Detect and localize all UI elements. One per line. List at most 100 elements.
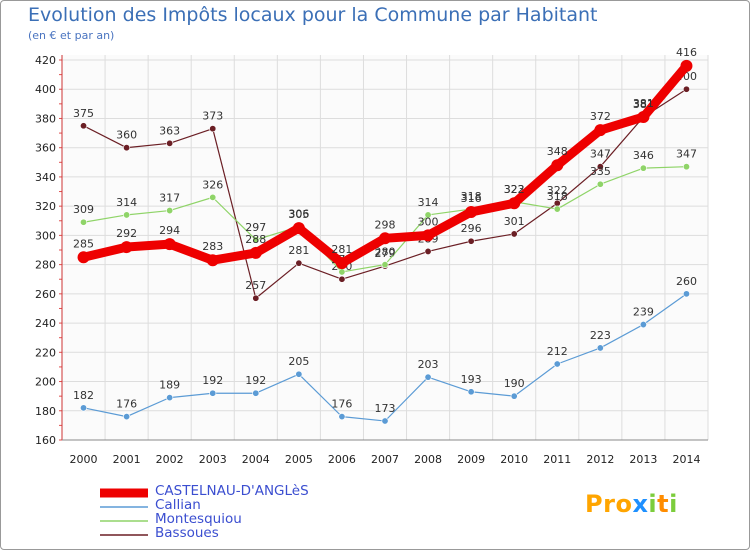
point-montesquiou — [682, 163, 690, 171]
point-callian — [596, 344, 604, 352]
logo-letter: x — [632, 490, 649, 518]
data-label-callian: 192 — [245, 374, 266, 387]
data-label-montesquiou: 280 — [375, 246, 396, 259]
data-label-montesquiou: 306 — [288, 208, 309, 221]
legend-label-montesquiou: Montesquiou — [155, 511, 242, 527]
point-callian — [424, 373, 432, 381]
data-label-callian: 223 — [590, 329, 611, 342]
x-tick-label: 2011 — [543, 453, 571, 466]
data-label-callian: 176 — [116, 398, 137, 411]
data-label-callian: 193 — [461, 373, 482, 386]
data-label-callian: 260 — [676, 275, 697, 288]
x-tick-label: 2001 — [113, 453, 141, 466]
data-label-callian: 203 — [418, 358, 439, 371]
data-label-montesquiou: 323 — [504, 183, 525, 196]
point-castelnau-d-angl-s — [680, 59, 693, 72]
x-tick-label: 2003 — [199, 453, 227, 466]
data-label-castelnau-d-angl-s: 288 — [245, 233, 266, 246]
point-bassoues — [166, 139, 174, 147]
point-castelnau-d-angl-s — [77, 251, 90, 264]
point-montesquiou — [639, 164, 647, 172]
data-label-bassoues: 373 — [202, 110, 223, 123]
data-label-bassoues: 363 — [159, 124, 180, 137]
point-bassoues — [80, 122, 88, 130]
data-label-castelnau-d-angl-s: 381 — [633, 97, 654, 110]
data-label-castelnau-d-angl-s: 285 — [73, 237, 94, 250]
point-montesquiou — [252, 236, 260, 244]
chart-subtitle: (en € et par an) — [28, 29, 115, 42]
point-callian — [682, 290, 690, 298]
x-tick-label: 2014 — [672, 453, 700, 466]
logo-letter: i — [648, 490, 658, 518]
data-label-bassoues: 279 — [375, 247, 396, 260]
point-montesquiou — [553, 205, 561, 213]
data-label-castelnau-d-angl-s: 305 — [288, 208, 309, 221]
x-tick-label: 2002 — [156, 453, 184, 466]
data-label-bassoues: 360 — [116, 129, 137, 142]
point-callian — [166, 394, 174, 402]
point-bassoues — [252, 294, 260, 302]
proxiti-logo: Proxiti — [585, 490, 678, 518]
point-montesquiou — [338, 268, 346, 276]
data-label-callian: 182 — [73, 389, 94, 402]
point-callian — [295, 370, 303, 378]
point-callian — [80, 404, 88, 412]
y-tick-label: 300 — [35, 229, 56, 242]
data-label-callian: 176 — [331, 398, 352, 411]
y-tick-label: 320 — [35, 200, 56, 213]
point-bassoues — [467, 237, 475, 245]
x-tick-label: 2005 — [285, 453, 313, 466]
point-montesquiou — [123, 211, 131, 219]
point-montesquiou — [80, 218, 88, 226]
data-label-callian: 239 — [633, 306, 654, 319]
data-label-montesquiou: 318 — [461, 190, 482, 203]
point-castelnau-d-angl-s — [249, 246, 262, 259]
y-tick-label: 260 — [35, 288, 56, 301]
y-tick-label: 400 — [35, 83, 56, 96]
data-label-castelnau-d-angl-s: 283 — [202, 240, 223, 253]
point-callian — [338, 413, 346, 421]
point-callian — [252, 389, 260, 397]
point-callian — [553, 360, 561, 368]
data-label-montesquiou: 326 — [202, 178, 223, 191]
data-label-castelnau-d-angl-s: 298 — [375, 218, 396, 231]
point-callian — [510, 392, 518, 400]
x-tick-label: 2009 — [457, 453, 485, 466]
data-label-castelnau-d-angl-s: 316 — [461, 192, 482, 205]
data-label-bassoues: 296 — [461, 222, 482, 235]
y-tick-label: 220 — [35, 346, 56, 359]
data-label-callian: 173 — [375, 402, 396, 415]
data-label-montesquiou: 346 — [633, 149, 654, 162]
point-bassoues — [338, 275, 346, 283]
x-tick-label: 2013 — [629, 453, 657, 466]
x-tick-label: 2007 — [371, 453, 399, 466]
logo-letter: t — [657, 490, 670, 518]
point-montesquiou — [596, 180, 604, 188]
y-tick-label: 340 — [35, 171, 56, 184]
y-tick-label: 200 — [35, 376, 56, 389]
data-label-callian: 192 — [202, 374, 223, 387]
logo-letter: i — [669, 490, 678, 518]
point-castelnau-d-angl-s — [163, 238, 176, 251]
y-tick-label: 180 — [35, 405, 56, 418]
data-label-bassoues: 257 — [245, 279, 266, 292]
data-label-castelnau-d-angl-s: 300 — [418, 215, 439, 228]
y-tick-label: 280 — [35, 259, 56, 272]
x-tick-label: 2000 — [70, 453, 98, 466]
y-tick-label: 240 — [35, 317, 56, 330]
legend-label-castelnau: CASTELNAU-D'ANGLèS — [155, 483, 309, 499]
x-tick-label: 2012 — [586, 453, 614, 466]
data-label-castelnau-d-angl-s: 372 — [590, 110, 611, 123]
point-castelnau-d-angl-s — [465, 206, 478, 218]
data-label-montesquiou: 318 — [547, 190, 568, 203]
x-tick-label: 2004 — [242, 453, 270, 466]
point-bassoues — [424, 247, 432, 255]
x-tick-label: 2006 — [328, 453, 356, 466]
data-label-castelnau-d-angl-s: 281 — [331, 243, 352, 256]
data-label-callian: 212 — [547, 345, 568, 358]
legend-swatch-montesquiou — [100, 520, 148, 522]
data-label-castelnau-d-angl-s: 348 — [547, 145, 568, 158]
data-label-castelnau-d-angl-s: 292 — [116, 227, 137, 240]
logo-letter: o — [615, 490, 633, 518]
point-callian — [467, 388, 475, 396]
